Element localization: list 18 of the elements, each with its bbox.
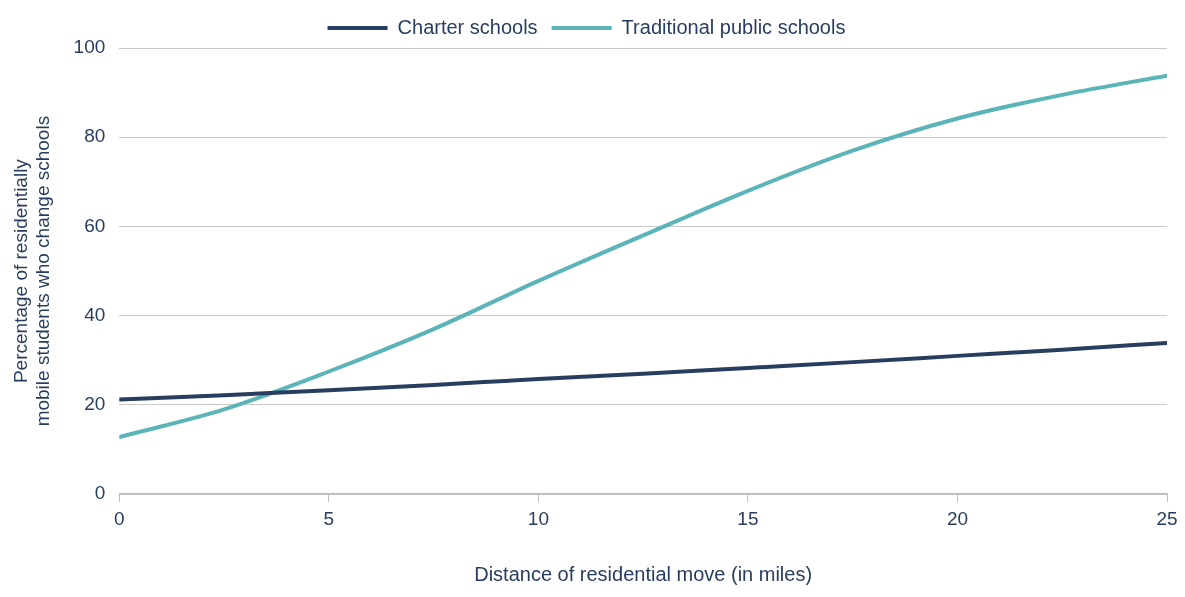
x-tick-label: 15 xyxy=(737,507,759,529)
y-tick-label: 80 xyxy=(84,125,106,147)
x-tick-label: 0 xyxy=(114,507,125,529)
x-tick-label: 20 xyxy=(946,507,969,529)
y-tick-label: 20 xyxy=(84,393,106,415)
legend-label: Traditional public schools xyxy=(621,15,846,38)
x-axis-title: Distance of residential move (in miles) xyxy=(474,562,813,585)
line-series xyxy=(119,340,1167,402)
x-tick-label: 5 xyxy=(323,507,335,529)
y-tick-label: 0 xyxy=(94,482,106,504)
y-axis-title: Percentage of residentially mobile students who change schools xyxy=(9,115,54,427)
y-tick-label: 60 xyxy=(84,214,106,236)
x-tick-label: 10 xyxy=(527,507,549,529)
line-series xyxy=(119,73,1167,440)
y-tick-label: 40 xyxy=(84,303,106,325)
legend-label: Charter schools xyxy=(397,15,538,38)
x-tick-label: 25 xyxy=(1156,507,1178,529)
y-tick-label: 100 xyxy=(73,36,106,58)
